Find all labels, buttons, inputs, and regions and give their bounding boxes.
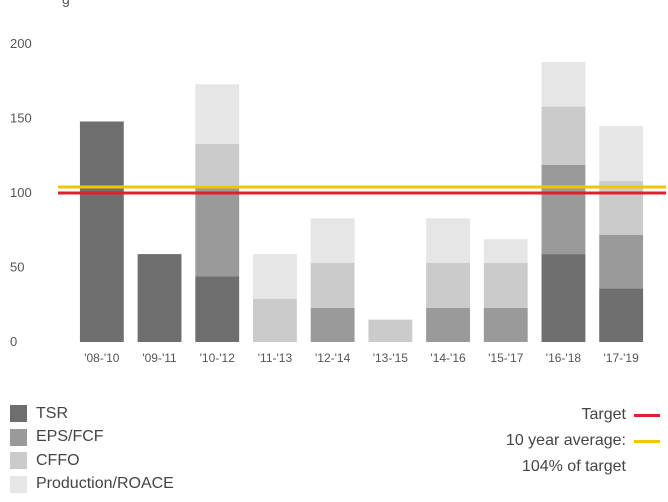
x-tick-label: '10-'12 <box>200 351 236 365</box>
bar-segment-eps-fcf <box>195 187 240 277</box>
bar-segment-eps-fcf <box>599 234 644 289</box>
legend-item-eps-fcf: EPS/FCF <box>10 426 174 450</box>
y-tick-label: 0 <box>10 334 17 349</box>
legend-line-average <box>634 439 660 443</box>
x-tick-label: '14-'16 <box>430 351 466 365</box>
bar-group <box>79 61 644 342</box>
x-tick-label: '16-'18 <box>546 351 582 365</box>
bar-segment-production-roace <box>253 254 297 299</box>
legend-label: 10 year average: <box>505 432 626 449</box>
y-tick-label: 200 <box>10 36 32 51</box>
x-tick-label: '12-'14 <box>315 351 351 365</box>
bar-segment-cffo <box>541 106 586 165</box>
bar-segment-tsr <box>195 276 240 342</box>
legend-series: TSR EPS/FCF CFFO Production/ROACE <box>10 402 174 496</box>
legend-label: TSR <box>36 404 68 422</box>
bar-segment-production-roace <box>310 218 355 264</box>
legend-label: Production/ROACE <box>36 475 174 493</box>
bar-segment-tsr <box>541 254 586 342</box>
legend-item-tsr: TSR <box>10 402 174 426</box>
legend-item-production-roace: Production/ROACE <box>10 473 174 497</box>
bar-segment-production-roace <box>426 218 470 264</box>
bar-segment-cffo <box>599 181 644 235</box>
legend-swatch-tsr <box>10 405 27 423</box>
bar-segment-production-roace <box>483 239 528 264</box>
legend-item-target: Target <box>506 402 660 428</box>
bar-segment-eps-fcf <box>541 164 586 255</box>
bar-segment-tsr <box>137 254 182 342</box>
bar-segment-cffo <box>368 319 413 342</box>
bar-segment-cffo <box>483 263 528 308</box>
bar-segment-cffo <box>195 143 240 188</box>
x-axis-labels: '08-'10 '09-'11 '10-'12 '11-'13 '12-'14 '13-'… <box>84 351 639 365</box>
stacked-bar-chart: 0 50 100 150 200 '08-'10 '09-'11 '10-'12 '11-'1… <box>10 36 666 365</box>
legend-reference-lines: Target 10 year average: 104% of target <box>506 402 660 480</box>
legend-swatch-production-roace <box>10 475 27 493</box>
bar-segment-eps-fcf <box>426 307 470 342</box>
bar-segment-eps-fcf <box>310 307 355 342</box>
x-tick-label: '17-'19 <box>604 351 640 365</box>
legend-note: 104% of target <box>521 458 626 475</box>
x-tick-label: '15-'17 <box>488 351 524 365</box>
bar-segment-production-roace <box>541 61 586 107</box>
legend-swatch-cffo <box>10 452 27 470</box>
truncated-title-fragment: g <box>62 0 70 7</box>
x-tick-label: '08-'10 <box>84 351 120 365</box>
legend-swatch-eps-fcf <box>10 428 27 446</box>
bar-segment-production-roace <box>195 84 240 144</box>
bar-segment-eps-fcf <box>483 307 528 342</box>
x-tick-label: '11-'13 <box>258 351 293 365</box>
legend-item-average: 10 year average: <box>506 428 660 454</box>
bar-segment-tsr <box>79 121 124 342</box>
bar-segment-cffo <box>426 263 470 308</box>
bar-segment-cffo <box>310 263 355 308</box>
legend-line-target <box>634 413 660 417</box>
legend-label: CFFO <box>36 451 80 469</box>
legend-label: Target <box>581 406 626 423</box>
bar-segment-cffo <box>253 298 297 342</box>
x-tick-label: '09-'11 <box>142 351 177 365</box>
x-tick-label: '13-'15 <box>373 351 409 365</box>
y-tick-label: 150 <box>10 111 32 126</box>
y-tick-label: 50 <box>10 260 24 275</box>
legend-item-cffo: CFFO <box>10 449 174 473</box>
legend-label: EPS/FCF <box>36 428 104 446</box>
y-axis-ticks: 0 50 100 150 200 <box>10 36 32 349</box>
reference-lines <box>58 185 666 195</box>
bar-segment-tsr <box>599 288 644 342</box>
y-tick-label: 100 <box>10 185 32 200</box>
bar-segment-production-roace <box>599 125 644 182</box>
